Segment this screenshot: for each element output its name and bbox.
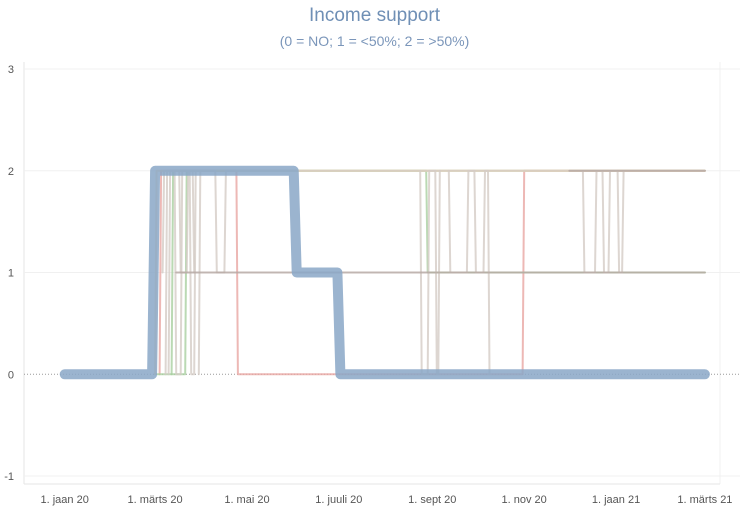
- y-tick-label: -1: [4, 471, 14, 483]
- x-tick-label: 1. mai 20: [224, 494, 269, 506]
- chart-subtitle: (0 = NO; 1 = <50%; 2 = >50%): [279, 33, 470, 49]
- x-tick-label: 1. märts 21: [677, 494, 732, 506]
- x-tick-label: 1. jaan 21: [592, 494, 640, 506]
- series-line-14: [59, 165, 710, 380]
- x-tick-label: 1. sept 20: [408, 494, 456, 506]
- y-tick-label: 0: [8, 369, 14, 381]
- x-tick-label: 1. juuli 20: [315, 494, 362, 506]
- y-tick-label: 3: [8, 64, 14, 76]
- x-tick-label: 1. jaan 20: [41, 494, 89, 506]
- y-tick-label: 1: [8, 268, 14, 280]
- x-tick-label: 1. nov 20: [502, 494, 547, 506]
- y-tick-label: 2: [8, 166, 14, 178]
- x-tick-label: 1. märts 20: [128, 494, 183, 506]
- series-line-11: [581, 169, 625, 274]
- chart-title: Income support: [309, 5, 440, 26]
